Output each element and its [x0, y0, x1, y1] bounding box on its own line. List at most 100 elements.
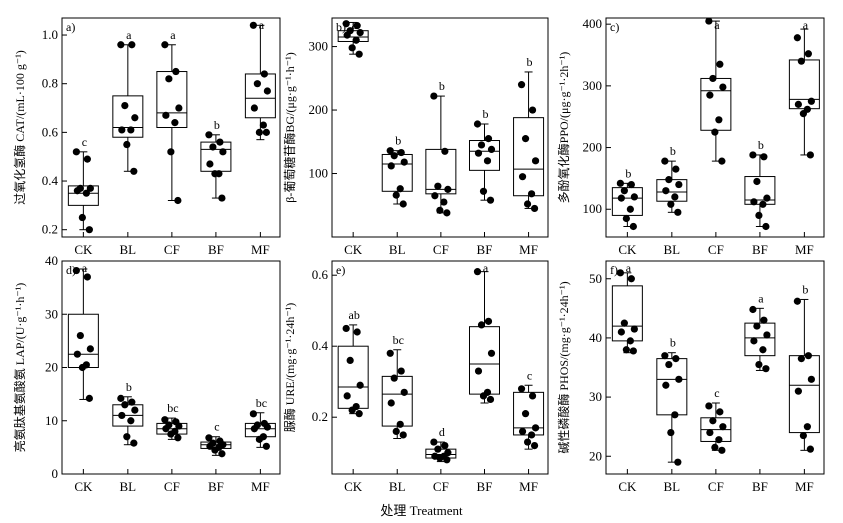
panel-1-ck-data-point [78, 213, 86, 222]
panel-5-bf-data-point [487, 349, 496, 357]
panel-3-mf-data-point [797, 57, 805, 65]
panel-6-mf-data-point [806, 445, 814, 453]
panel-3-bf-data-point [760, 153, 768, 161]
panel-6-cf-data-point [718, 446, 726, 454]
panel-1-ytick-label: 1.0 [42, 27, 58, 42]
panel-1-cf-box [156, 71, 188, 128]
panel-2-bl-data-point [400, 158, 408, 166]
panel-3-mf-data-point [804, 50, 812, 58]
panel-4-ck-data-point [86, 345, 94, 353]
panel-4-mf-significance-letter: bc [256, 396, 267, 410]
panel-2-cf-box [425, 148, 457, 195]
panel-5-ck-data-point [343, 392, 351, 400]
panel-3-bl-data-point [675, 180, 683, 189]
panel-4-y-label: 亮氨肽基氨酸氨 LAP/(U·g⁻¹·h⁻¹) [12, 283, 27, 453]
panel-2-mf-data-point [517, 81, 526, 89]
panel-3-bf-data-point [753, 177, 761, 186]
panel-2-bf-category-label: BF [477, 242, 493, 257]
panel-3-cf-box [700, 77, 732, 131]
panel-5-bl-data-point [386, 349, 394, 357]
panel-5-mf-data-point [528, 392, 537, 400]
panel-3-ck-significance-letter: b [625, 166, 631, 180]
panel-2-ytick-label: 200 [309, 102, 329, 117]
panel-1-bl-data-point [118, 126, 126, 134]
panel-4-bl-data-point [117, 394, 125, 402]
panel-6-bl-box [656, 358, 688, 416]
panel-5-bl-data-point [397, 367, 405, 375]
panel-6-bl-category-label: BL [664, 479, 681, 494]
panel-6-mf-data-point [803, 423, 811, 431]
panel-3-ck-category-label: CK [618, 242, 637, 257]
panel-6-mf-data-point [794, 387, 802, 395]
panel-1-bf-data-point [216, 138, 224, 146]
panel-1-ck-data-point [72, 148, 80, 156]
panel-2-ck-data-point [352, 36, 360, 44]
panel-1-mf-data-point [253, 80, 261, 88]
panel-6-mf-box [788, 355, 820, 434]
panel-5-bl-data-point [392, 427, 400, 435]
panel-6-ytick-label: 20 [589, 448, 602, 463]
panel-3-bf-data-point [759, 200, 767, 208]
panel-2-bl-category-label: BL [389, 242, 406, 257]
panel-1-ck-significance-letter: c [82, 135, 87, 149]
panel-1-cf-data-point [162, 111, 170, 119]
panel-4-ck-box [67, 313, 99, 368]
panel-2-mf-data-point [530, 204, 539, 213]
panel-6-bl-data-point [671, 411, 679, 419]
panel-5-mf-data-point [523, 438, 532, 446]
panel-5-bl-data-point [396, 420, 404, 428]
panel-6-ck-data-point [630, 325, 638, 333]
panel-5-cf-category-label: CF [433, 479, 449, 494]
panel-6-mf-data-point [797, 355, 805, 363]
panel-4-bf-data-point [205, 434, 213, 442]
panel-5-cf-significance-letter: d [439, 425, 445, 439]
panel-6-ck-significance-letter: a [626, 261, 632, 275]
panel-3-bl-data-point [674, 208, 682, 216]
panel-1-bf-data-point [219, 148, 227, 156]
panel-2-ck-data-point [348, 44, 356, 52]
panel-1-ck-category-label: CK [74, 242, 93, 257]
panel-3-mf-data-point [794, 100, 802, 108]
panel-3-ck-data-point [622, 214, 630, 223]
panel-1-ck-box [67, 185, 99, 206]
panel-6-ck-data-point [617, 328, 625, 336]
panel-1-bl-data-point [117, 41, 125, 49]
panel-6-bf-data-point [753, 322, 761, 330]
panel-4-cf-data-point [174, 434, 182, 442]
panel-2-mf-data-point [518, 173, 527, 181]
panel-2-ck-data-point [356, 28, 364, 37]
x-axis-title: 处理 Treatment [380, 503, 463, 518]
panel-3-bl-data-point [667, 200, 675, 208]
panel-6-bl-significance-letter: b [670, 336, 676, 350]
panel-1-ck-data-point [83, 155, 91, 163]
panel-2-bf-data-point [487, 145, 496, 153]
panel-5-bl-data-point [400, 388, 408, 396]
panel-3-bl-significance-letter: b [670, 144, 676, 158]
panel-2-bf-data-point [484, 135, 493, 143]
panel-2-bf-box [468, 140, 500, 171]
panel-2-bf-data-point [479, 187, 488, 195]
panel-4-ck-data-point [85, 394, 93, 402]
panel-2-cf-data-point [444, 185, 452, 193]
panel-2-frame [331, 17, 549, 238]
panel-1-y-label: 过氧化氢酶 CAT/(mL·100 g⁻¹) [12, 50, 27, 205]
panel-2-bl-significance-letter: b [395, 134, 401, 148]
panel-5-cf-data-point [443, 456, 451, 464]
panel-4-mf-data-point [263, 423, 271, 431]
panel-2-ck-data-point [342, 20, 350, 28]
panel-6-mf-significance-letter: b [802, 282, 808, 296]
panel-1-frame [61, 17, 281, 238]
panel-1-bl-box [112, 95, 144, 138]
panel-2-bf-data-point [474, 149, 483, 157]
panel-2-cf-category-label: CF [433, 242, 449, 257]
panel-2-ck-data-point [355, 50, 363, 58]
panel-6-ck-data-point [629, 347, 637, 355]
panel-3-ck-data-point [616, 179, 624, 187]
panel-1-letter: a) [66, 20, 75, 34]
panel-6-bf-data-point [750, 337, 758, 345]
panel-1-mf-data-point [260, 70, 268, 78]
panel-5-bl-category-label: BL [389, 479, 406, 494]
panel-4-bf-data-point [211, 446, 219, 454]
panel-1-bl-data-point [123, 140, 131, 149]
panel-3-bl-category-label: BL [664, 242, 681, 257]
